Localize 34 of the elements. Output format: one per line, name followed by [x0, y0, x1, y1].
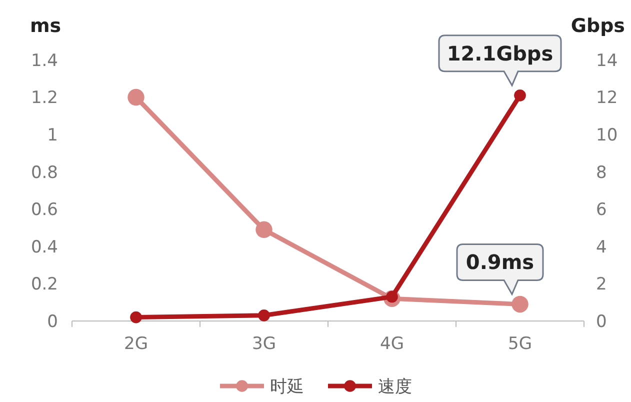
- y-tick-label: 0.6: [30, 200, 58, 220]
- legend-label: 时延: [270, 376, 304, 397]
- y2-tick-label: 6: [596, 200, 607, 220]
- y2-tick-label: 8: [596, 162, 607, 183]
- x-tick-label: 5G: [508, 334, 532, 354]
- point: [130, 311, 142, 324]
- y-tick-label: 1: [47, 126, 58, 146]
- x-tick-label: 3G: [252, 334, 276, 354]
- point: [512, 296, 528, 313]
- callout-box: 0.9ms: [456, 243, 544, 295]
- y-tick-label: 0.8: [30, 162, 58, 183]
- x-tick-label: 2G: [124, 334, 148, 354]
- y-tick-label: 1.4: [30, 50, 58, 71]
- annotation: 0.9ms: [466, 250, 534, 274]
- y2-axis-title: Gbps: [570, 15, 625, 37]
- y2-tick-label: 14: [596, 50, 618, 71]
- legend-label: 速度: [378, 376, 412, 397]
- y2-tick-label: 4: [596, 237, 607, 258]
- y-tick-label: 1.2: [30, 88, 58, 108]
- x-tick-label: 4G: [380, 334, 404, 354]
- point: [128, 88, 144, 106]
- y-tick-label: 0.4: [30, 237, 58, 258]
- point: [514, 90, 526, 102]
- callout-box: 12.1Gbps: [438, 34, 562, 86]
- y-axis-title: ms: [30, 15, 62, 37]
- y2-tick-label: 2: [596, 274, 607, 295]
- y-tick-label: 0.2: [30, 274, 58, 295]
- point: [256, 221, 272, 238]
- y2-tick-label: 12: [596, 88, 618, 108]
- annotation: 12.1Gbps: [446, 41, 554, 66]
- point: [258, 310, 270, 322]
- y-tick-label: 0: [47, 312, 58, 332]
- y2-tick-label: 10: [596, 126, 618, 146]
- y2-tick-label: 0: [596, 312, 607, 332]
